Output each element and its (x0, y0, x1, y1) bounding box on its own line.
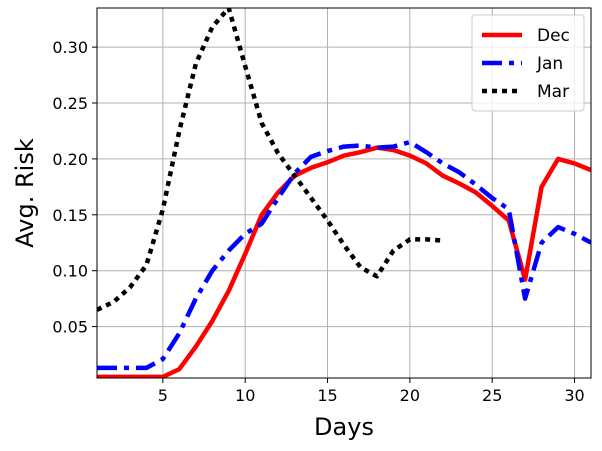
legend-box (471, 14, 585, 112)
legend-items: Dec Jan Mar (482, 26, 570, 102)
series-line-jan (97, 139, 591, 371)
y-tick-label: 0.05 (52, 318, 88, 337)
y-tick-label: 0.20 (52, 150, 88, 169)
x-tick-label: 20 (400, 386, 420, 405)
axes (96, 7, 592, 379)
legend-label-dec: Dec (537, 26, 570, 46)
ticks: 5 10 15 20 25 30 0.05 0.10 0.15 0.20 0.25 0.30 (52, 38, 584, 405)
x-tick-label: 30 (564, 386, 584, 405)
legend-label-jan: Jan (536, 54, 563, 74)
y-tick-label: 0.15 (52, 206, 88, 225)
x-tick-label: 5 (158, 386, 168, 405)
series-layer (97, 8, 591, 378)
y-tick-label: 0.10 (52, 262, 88, 281)
x-tick-label: 10 (235, 386, 255, 405)
x-tick-label: 25 (482, 386, 502, 405)
legend-label-mar: Mar (537, 82, 569, 102)
x-tick-label: 15 (317, 386, 337, 405)
legend: Dec Jan Mar (471, 14, 585, 112)
y-axis-label: Avg. Risk (11, 138, 39, 248)
x-axis-label: Days (314, 413, 374, 441)
plot-frame (96, 7, 592, 379)
y-tick-label: 0.25 (52, 94, 88, 113)
y-tick-label: 0.30 (52, 38, 88, 57)
